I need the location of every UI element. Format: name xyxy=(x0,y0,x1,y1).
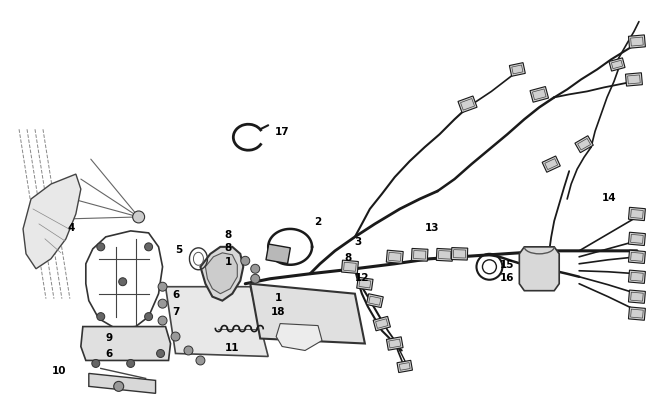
Text: 8: 8 xyxy=(344,252,352,262)
Bar xyxy=(344,262,356,272)
Bar xyxy=(341,260,358,274)
Bar xyxy=(630,235,644,244)
Polygon shape xyxy=(276,324,322,351)
Bar xyxy=(630,38,644,47)
Circle shape xyxy=(158,299,167,308)
Bar xyxy=(629,232,645,246)
Bar xyxy=(530,87,549,103)
Text: 11: 11 xyxy=(225,342,240,352)
Text: 7: 7 xyxy=(172,306,179,316)
Polygon shape xyxy=(23,175,81,269)
Bar xyxy=(630,292,644,301)
Circle shape xyxy=(251,264,260,274)
Bar xyxy=(629,271,645,284)
Bar xyxy=(630,273,644,281)
Circle shape xyxy=(157,350,164,358)
Bar xyxy=(458,97,477,113)
Bar xyxy=(386,251,403,264)
Bar xyxy=(542,157,560,173)
Bar xyxy=(367,294,384,308)
Bar xyxy=(451,248,468,260)
Bar xyxy=(625,74,642,87)
Circle shape xyxy=(114,382,124,391)
Bar xyxy=(629,251,645,264)
Bar xyxy=(510,64,525,77)
Text: 8: 8 xyxy=(225,242,232,252)
Bar xyxy=(461,99,474,111)
Circle shape xyxy=(92,360,99,367)
Bar xyxy=(532,90,546,100)
Circle shape xyxy=(144,243,153,251)
Bar xyxy=(373,317,391,331)
Circle shape xyxy=(251,275,260,284)
Bar xyxy=(397,360,413,373)
Bar xyxy=(630,210,644,219)
Circle shape xyxy=(184,346,193,355)
Bar xyxy=(387,337,403,350)
Bar xyxy=(630,309,644,318)
Text: 14: 14 xyxy=(602,192,616,202)
Text: 1: 1 xyxy=(274,292,282,302)
Bar xyxy=(436,249,453,262)
Text: 10: 10 xyxy=(51,366,66,375)
Bar xyxy=(266,245,291,264)
Polygon shape xyxy=(250,284,365,344)
Polygon shape xyxy=(89,373,155,393)
Text: 9: 9 xyxy=(105,332,112,342)
Bar xyxy=(454,250,465,258)
Bar xyxy=(357,277,373,290)
Text: 13: 13 xyxy=(424,222,439,232)
Text: 12: 12 xyxy=(355,272,369,282)
Bar xyxy=(629,208,645,221)
Polygon shape xyxy=(166,287,268,356)
Bar xyxy=(629,36,645,49)
Polygon shape xyxy=(519,247,559,291)
Text: 4: 4 xyxy=(67,222,75,232)
Bar xyxy=(389,253,401,262)
Bar xyxy=(413,251,426,260)
Text: 6: 6 xyxy=(172,289,179,299)
Bar xyxy=(629,290,645,304)
Text: 1: 1 xyxy=(225,256,232,266)
Bar xyxy=(628,76,640,85)
Circle shape xyxy=(196,356,205,365)
Bar xyxy=(609,59,625,72)
Bar xyxy=(578,139,591,151)
Bar xyxy=(399,363,410,370)
Circle shape xyxy=(133,211,144,224)
Bar xyxy=(376,319,388,328)
Text: 16: 16 xyxy=(500,272,515,282)
Polygon shape xyxy=(81,327,170,360)
Bar xyxy=(411,249,428,262)
Text: 2: 2 xyxy=(315,216,322,226)
Circle shape xyxy=(158,316,167,325)
Circle shape xyxy=(240,257,250,266)
Bar xyxy=(575,136,593,153)
Polygon shape xyxy=(200,247,243,301)
Text: 15: 15 xyxy=(500,259,515,269)
Bar xyxy=(369,296,381,305)
Bar xyxy=(612,61,623,70)
Text: 8: 8 xyxy=(225,229,232,239)
Bar xyxy=(630,253,644,262)
Bar xyxy=(545,159,558,170)
Text: 5: 5 xyxy=(175,244,182,254)
Circle shape xyxy=(144,313,153,321)
Circle shape xyxy=(171,332,180,341)
Circle shape xyxy=(119,278,127,286)
Circle shape xyxy=(127,360,135,367)
Bar xyxy=(389,339,401,348)
Bar xyxy=(512,66,523,75)
Polygon shape xyxy=(205,253,237,294)
Text: 3: 3 xyxy=(354,236,361,246)
Circle shape xyxy=(97,243,105,251)
Bar xyxy=(629,307,645,320)
Text: 18: 18 xyxy=(271,306,285,316)
Bar xyxy=(359,280,370,288)
Circle shape xyxy=(97,313,105,321)
Circle shape xyxy=(158,283,167,292)
Bar xyxy=(438,251,450,260)
Text: 17: 17 xyxy=(275,127,289,137)
Text: 6: 6 xyxy=(105,349,112,358)
